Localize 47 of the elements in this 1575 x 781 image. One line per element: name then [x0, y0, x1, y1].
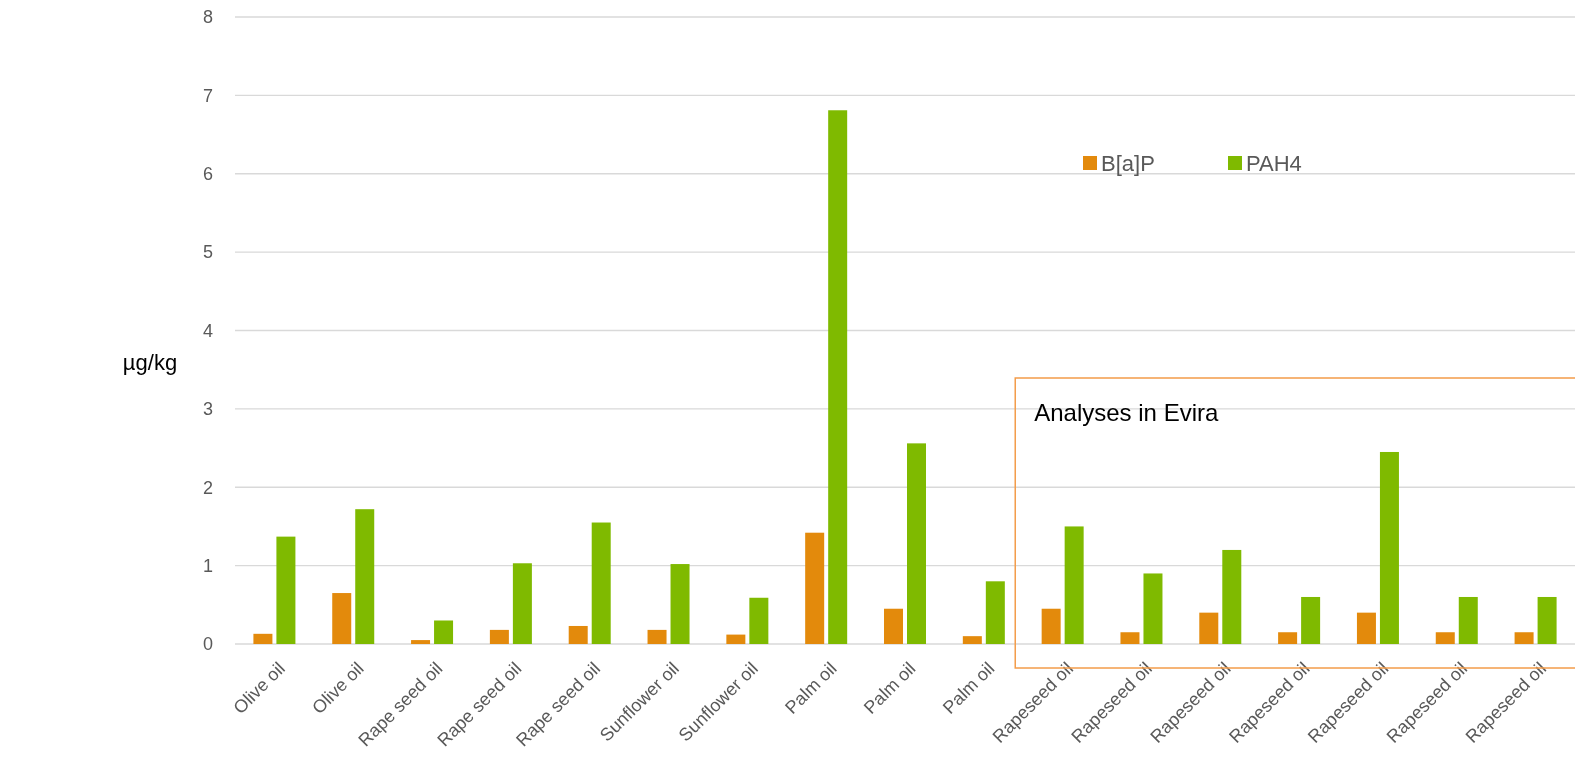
annotation: Analyses in Evira [1034, 399, 1219, 427]
bar [828, 110, 848, 644]
bar [1143, 573, 1163, 644]
bar [489, 629, 509, 644]
bar [411, 640, 431, 644]
bar [332, 593, 352, 644]
y-axis-title: µg/kg [122, 350, 178, 376]
bar [1222, 549, 1242, 644]
y-tick-label: 1 [202, 555, 213, 576]
bar [907, 443, 926, 644]
y-tick-label: 5 [202, 242, 213, 263]
bar [647, 629, 667, 644]
bar [1120, 632, 1140, 644]
bar [884, 608, 903, 644]
bar [1537, 596, 1557, 644]
bar [805, 532, 825, 644]
bar [1435, 632, 1455, 644]
y-tick-label: 6 [202, 164, 213, 185]
bar [591, 522, 611, 644]
legend-label: PAH4 [1246, 150, 1302, 176]
bar [1514, 632, 1534, 644]
bar [1356, 612, 1376, 644]
y-tick-label: 7 [202, 85, 213, 106]
bar [749, 597, 769, 644]
bar [1379, 451, 1399, 644]
bar [670, 564, 690, 644]
bar [1064, 526, 1084, 644]
bar [1458, 596, 1478, 644]
bar [1199, 612, 1219, 644]
bar [726, 634, 746, 644]
y-tick-label: 3 [202, 399, 213, 420]
bar [355, 509, 375, 644]
bar [253, 633, 273, 644]
y-tick-label: 2 [202, 477, 213, 498]
bar [568, 625, 588, 644]
bar [1041, 608, 1061, 644]
bar [1278, 632, 1298, 644]
bar [985, 581, 1005, 644]
y-tick-label: 4 [202, 320, 213, 341]
bar [434, 620, 454, 644]
y-tick-label: 0 [202, 634, 213, 655]
bar [276, 536, 296, 644]
bar [962, 636, 982, 644]
bar [1301, 596, 1321, 644]
y-tick-label: 8 [202, 7, 213, 28]
legend-label: B[a]P [1101, 150, 1155, 176]
bar [512, 563, 532, 644]
